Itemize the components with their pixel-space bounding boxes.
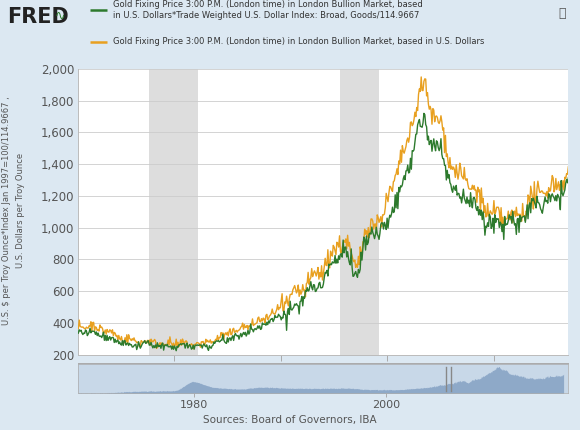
Text: FRED: FRED: [7, 7, 68, 27]
Bar: [343, 364, 564, 393]
Text: ∿: ∿: [55, 10, 66, 23]
Text: Sources: Board of Governors, IBA: Sources: Board of Governors, IBA: [203, 415, 377, 425]
Text: Gold Fixing Price 3:00 P.M. (London time) in London Bullion Market, based
in U.S: Gold Fixing Price 3:00 P.M. (London time…: [113, 0, 423, 21]
Text: U.S. Dollars per Troy Ounce: U.S. Dollars per Troy Ounce: [16, 153, 25, 268]
Bar: [340, 69, 379, 355]
Text: Gold Fixing Price 3:00 P.M. (London time) in London Bullion Market, based in U.S: Gold Fixing Price 3:00 P.M. (London time…: [113, 37, 484, 46]
Bar: [343, 364, 564, 393]
Text: U.S. $ per Troy Ounce*Index Jan 1997=100/114.9667 ,: U.S. $ per Troy Ounce*Index Jan 1997=100…: [2, 96, 12, 325]
Bar: [148, 69, 198, 355]
Text: ⛶: ⛶: [558, 7, 566, 20]
